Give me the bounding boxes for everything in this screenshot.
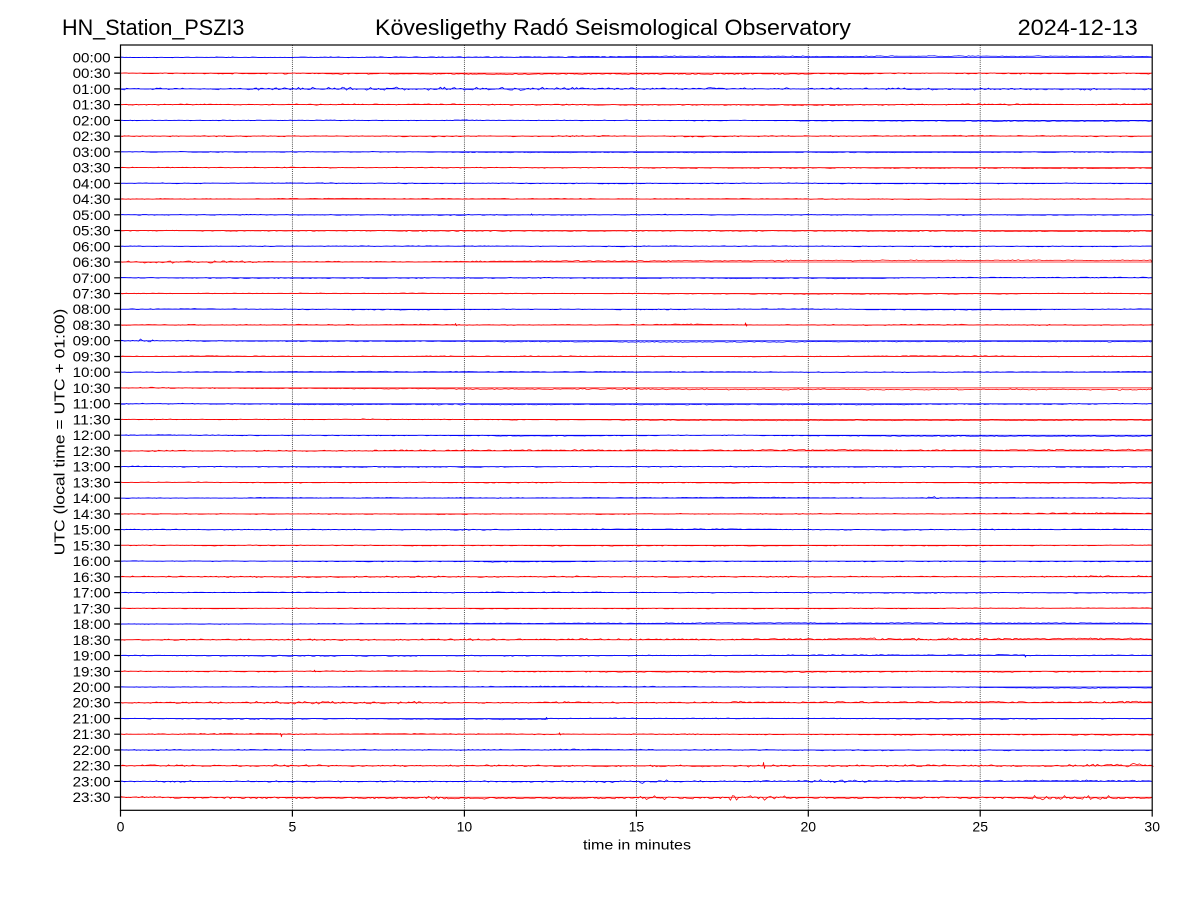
- svg-text:00:00: 00:00: [73, 49, 111, 65]
- svg-text:03:30: 03:30: [73, 160, 111, 176]
- svg-text:09:00: 09:00: [73, 333, 111, 349]
- svg-text:20:30: 20:30: [73, 695, 111, 711]
- svg-text:19:30: 19:30: [73, 663, 111, 679]
- svg-text:12:00: 12:00: [73, 427, 111, 443]
- svg-text:07:00: 07:00: [73, 270, 111, 286]
- svg-text:5: 5: [289, 818, 297, 834]
- svg-text:05:30: 05:30: [73, 223, 111, 239]
- svg-text:22:00: 22:00: [73, 742, 111, 758]
- svg-text:16:30: 16:30: [73, 569, 111, 585]
- svg-text:02:00: 02:00: [73, 112, 111, 128]
- svg-text:05:00: 05:00: [73, 207, 111, 223]
- svg-text:17:00: 17:00: [73, 585, 111, 601]
- svg-text:00:30: 00:30: [73, 65, 111, 81]
- svg-text:04:00: 04:00: [73, 175, 111, 191]
- svg-text:21:00: 21:00: [73, 711, 111, 727]
- svg-text:18:30: 18:30: [73, 632, 111, 648]
- svg-text:23:30: 23:30: [73, 789, 111, 805]
- svg-text:16:00: 16:00: [73, 553, 111, 569]
- svg-text:13:30: 13:30: [73, 474, 111, 490]
- svg-text:20: 20: [801, 818, 817, 834]
- svg-text:20:00: 20:00: [73, 679, 111, 695]
- svg-text:25: 25: [972, 818, 988, 834]
- svg-text:Kövesligethy Radó Seismologica: Kövesligethy Radó Seismological Observat…: [375, 15, 851, 40]
- svg-text:0: 0: [117, 818, 125, 834]
- svg-text:15: 15: [629, 818, 645, 834]
- svg-text:06:00: 06:00: [73, 238, 111, 254]
- svg-text:10:00: 10:00: [73, 364, 111, 380]
- svg-text:19:00: 19:00: [73, 648, 111, 664]
- svg-text:14:00: 14:00: [73, 490, 111, 506]
- svg-text:21:30: 21:30: [73, 726, 111, 742]
- svg-text:18:00: 18:00: [73, 616, 111, 632]
- svg-text:07:30: 07:30: [73, 286, 111, 302]
- svg-text:22:30: 22:30: [73, 758, 111, 774]
- svg-text:10:30: 10:30: [73, 380, 111, 396]
- svg-text:06:30: 06:30: [73, 254, 111, 270]
- svg-text:15:00: 15:00: [73, 522, 111, 538]
- svg-text:12:30: 12:30: [73, 443, 111, 459]
- svg-text:15:30: 15:30: [73, 537, 111, 553]
- svg-text:01:30: 01:30: [73, 97, 111, 113]
- svg-text:HN_Station_PSZI3: HN_Station_PSZI3: [62, 15, 244, 40]
- svg-text:08:30: 08:30: [73, 317, 111, 333]
- svg-text:03:00: 03:00: [73, 144, 111, 160]
- svg-text:30: 30: [1144, 818, 1160, 834]
- svg-text:10: 10: [457, 818, 473, 834]
- svg-text:08:00: 08:00: [73, 301, 111, 317]
- svg-text:02:30: 02:30: [73, 128, 111, 144]
- svg-text:11:30: 11:30: [73, 411, 111, 427]
- svg-text:14:30: 14:30: [73, 506, 111, 522]
- svg-text:13:00: 13:00: [73, 459, 111, 475]
- svg-text:04:30: 04:30: [73, 191, 111, 207]
- svg-text:01:00: 01:00: [73, 81, 111, 97]
- svg-text:17:30: 17:30: [73, 600, 111, 616]
- svg-text:UTC (local time = UTC + 01:00): UTC (local time = UTC + 01:00): [52, 309, 69, 556]
- svg-text:time in minutes: time in minutes: [583, 837, 691, 853]
- svg-text:23:00: 23:00: [73, 773, 111, 789]
- svg-text:09:30: 09:30: [73, 349, 111, 365]
- svg-text:2024-12-13: 2024-12-13: [1018, 15, 1138, 40]
- svg-text:11:00: 11:00: [73, 396, 111, 412]
